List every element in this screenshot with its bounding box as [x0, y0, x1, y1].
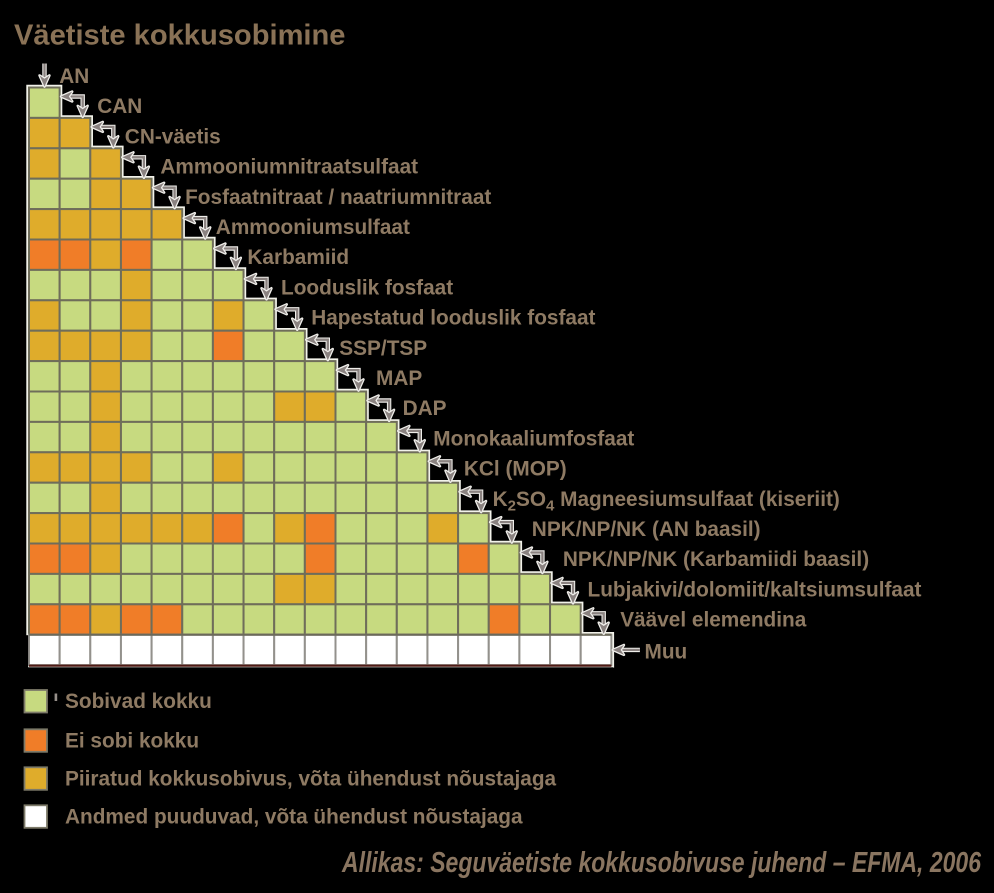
svg-text:Fosfaatnitraat / naatriumnitra: Fosfaatnitraat / naatriumnitraat: [185, 186, 491, 209]
svg-text:DAP: DAP: [403, 397, 447, 420]
svg-text:NPK/NP/NK (AN baasil): NPK/NP/NK (AN baasil): [532, 518, 761, 541]
svg-text:Looduslik fosfaat: Looduslik fosfaat: [281, 276, 453, 299]
svg-text:SSP/TSP: SSP/TSP: [339, 337, 427, 360]
svg-text:Väetiste kokkusobimine: Väetiste kokkusobimine: [14, 20, 345, 52]
svg-text:Sobivad kokku: Sobivad kokku: [65, 690, 212, 713]
svg-text:MAP: MAP: [376, 367, 422, 390]
svg-text:Allikas: Seguväetiste kokkusob: Allikas: Seguväetiste kokkusobivuse juhe…: [341, 847, 981, 879]
svg-text:Ammooniumnitraatsulfaat: Ammooniumnitraatsulfaat: [160, 156, 418, 179]
svg-text:Väävel elemendina: Väävel elemendina: [620, 609, 807, 632]
svg-text:CAN: CAN: [97, 95, 142, 118]
svg-text:CN-väetis: CN-väetis: [125, 125, 221, 148]
svg-text:K2SO4 Magneesiumsulfaat (kiser: K2SO4 Magneesiumsulfaat (kiseriit): [493, 488, 840, 515]
svg-text:Ammooniumsulfaat: Ammooniumsulfaat: [216, 216, 410, 239]
svg-text:NPK/NP/NK (Karbamiidi baasil): NPK/NP/NK (Karbamiidi baasil): [563, 548, 869, 571]
svg-text:AN: AN: [59, 65, 89, 88]
svg-text:Monokaaliumfosfaat: Monokaaliumfosfaat: [433, 427, 634, 450]
svg-text:Andmed puuduvad, võta ühendust: Andmed puuduvad, võta ühendust nõustajag…: [65, 806, 523, 829]
svg-text:Piiratud kokkusobivus, võta üh: Piiratud kokkusobivus, võta ühendust nõu…: [65, 768, 557, 791]
svg-text:Hapestatud looduslik fosfaat: Hapestatud looduslik fosfaat: [311, 307, 595, 330]
svg-text:Karbamiid: Karbamiid: [247, 246, 349, 269]
svg-text:Muu: Muu: [645, 641, 688, 664]
svg-text:Ei sobi kokku: Ei sobi kokku: [65, 730, 199, 753]
svg-text:Lubjakivi/dolomiit/kaltsiumsul: Lubjakivi/dolomiit/kaltsiumsulfaat: [588, 578, 922, 601]
svg-text:KCl (MOP): KCl (MOP): [464, 458, 567, 481]
